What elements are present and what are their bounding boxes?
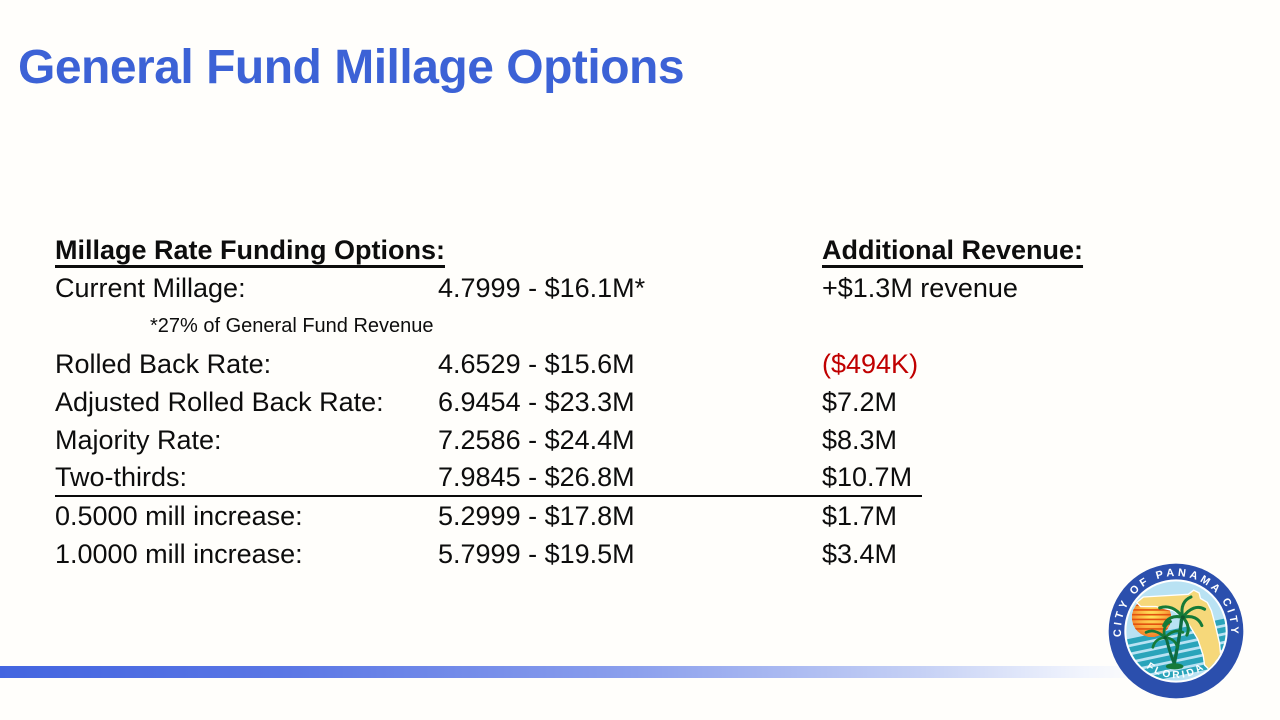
row-revenue: $7.2M [822,386,898,417]
row-rate: 4.6529 - $15.6M [438,348,635,379]
row-rate: 7.2586 - $24.4M [438,424,635,455]
table-row: Majority Rate: 7.2586 - $24.4M $8.3M [55,421,1155,459]
table-row: 0.5000 mill increase: 5.2999 - $17.8M $1… [55,497,1155,535]
row-label: Two-thirds: [55,461,188,492]
footnote: *27% of General Fund Revenue [150,315,434,337]
table-row: 1.0000 mill increase: 5.7999 - $19.5M $3… [55,535,1155,573]
row-revenue: $8.3M [822,424,898,455]
row-revenue: $10.7M [822,461,913,492]
table-row: Adjusted Rolled Back Rate: 6.9454 - $23.… [55,383,1155,421]
left-column-header: Millage Rate Funding Options: [55,234,445,265]
table-header-row: Millage Rate Funding Options: Additional… [55,231,1155,269]
panama-city-seal-icon: CITY OF PANAMA CITY FLORIDA [1108,563,1244,699]
row-label: Majority Rate: [55,424,222,455]
row-revenue: +$1.3M revenue [822,272,1018,303]
table-row-underlined: Two-thirds: 7.9845 - $26.8M $10.7M [55,459,922,497]
row-label: Adjusted Rolled Back Rate: [55,386,384,417]
row-rate: 7.9845 - $26.8M [438,461,635,492]
table-row: Current Millage: 4.7999 - $16.1M* +$1.3M… [55,269,1155,307]
millage-table: Millage Rate Funding Options: Additional… [55,231,1155,573]
row-revenue-negative: ($494K) [822,348,919,379]
row-rate: 5.2999 - $17.8M [438,500,635,531]
row-label: Rolled Back Rate: [55,348,272,379]
row-rate: 5.7999 - $19.5M [438,538,635,569]
row-rate: 4.7999 - $16.1M* [438,272,646,303]
row-rate: 6.9454 - $23.3M [438,386,635,417]
row-revenue: $3.4M [822,538,898,569]
row-label: 0.5000 mill increase: [55,500,303,531]
right-column-header: Additional Revenue: [822,234,1084,265]
row-revenue: $1.7M [822,500,898,531]
page-title: General Fund Millage Options [18,41,685,94]
row-label: Current Millage: [55,272,246,303]
table-row: Rolled Back Rate: 4.6529 - $15.6M ($494K… [55,345,1155,383]
row-label: 1.0000 mill increase: [55,538,303,569]
footer-divider-line [0,666,1155,678]
